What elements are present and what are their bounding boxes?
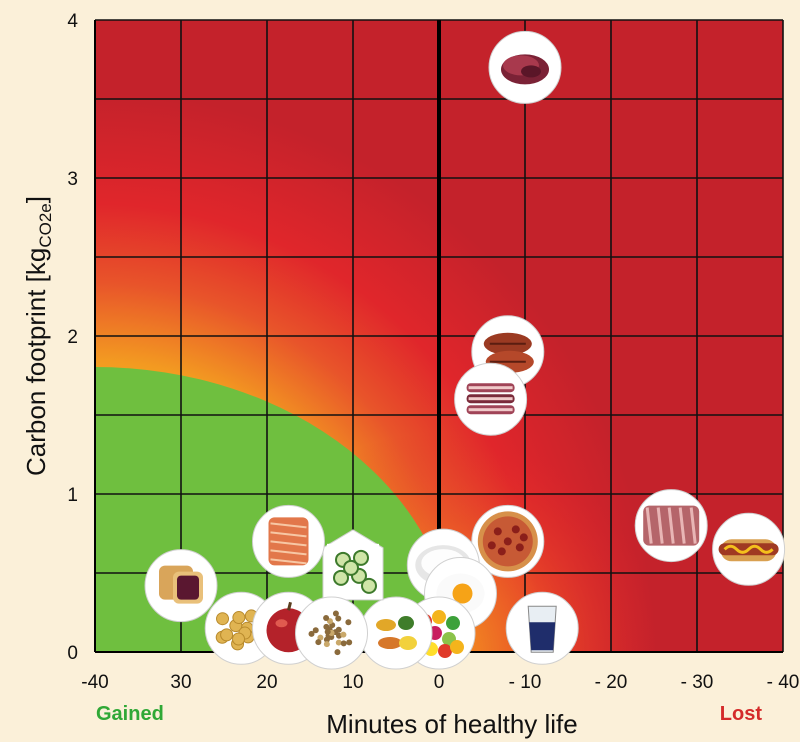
x-tick-label: - 30 <box>681 672 714 693</box>
soda-glass-icon <box>505 591 579 665</box>
y-tick-label: 2 <box>67 327 78 348</box>
x-tick-label: 0 <box>434 672 445 693</box>
data-points <box>144 30 786 670</box>
y-tick-label: 1 <box>67 485 78 506</box>
x-tick-labels: -40 30 20 10 0 - 10 - 20 - 30 - 40 <box>81 672 799 693</box>
x-tick-label: - 20 <box>595 672 628 693</box>
steak-icon <box>488 30 562 104</box>
y-tick-label: 3 <box>67 169 78 190</box>
x-tick-label: 30 <box>170 672 191 693</box>
x-tick-label: 10 <box>342 672 363 693</box>
lost-label: Lost <box>720 703 763 725</box>
y-tick-labels: 0 1 2 3 4 <box>67 11 78 664</box>
hotdog-icon <box>712 512 786 586</box>
salmon-icon <box>252 504 325 578</box>
pbj-sandwich-icon <box>144 549 218 623</box>
gained-label: Gained <box>96 703 164 725</box>
grains-icon <box>295 596 368 670</box>
y-axis-label-subscript: CO2e <box>36 203 55 247</box>
x-tick-label: - 10 <box>509 672 542 693</box>
pizza-icon <box>471 504 545 578</box>
bacon-icon <box>454 362 528 436</box>
x-axis-label: Minutes of healthy life <box>326 709 577 739</box>
y-axis-label-main: Carbon footprint [kg <box>21 248 51 476</box>
x-tick-label: -40 <box>81 672 108 693</box>
x-tick-label: - 40 <box>767 672 800 693</box>
y-axis-label: Carbon footprint [kgCO2e] <box>21 196 55 476</box>
x-tick-label: 20 <box>256 672 277 693</box>
ham-icon <box>634 489 708 563</box>
roasted-vegetables-icon <box>359 596 433 670</box>
y-axis-label-close: ] <box>21 196 51 203</box>
cucumber-icon <box>322 529 384 601</box>
y-tick-label: 0 <box>67 643 78 664</box>
y-tick-label: 4 <box>67 11 78 32</box>
